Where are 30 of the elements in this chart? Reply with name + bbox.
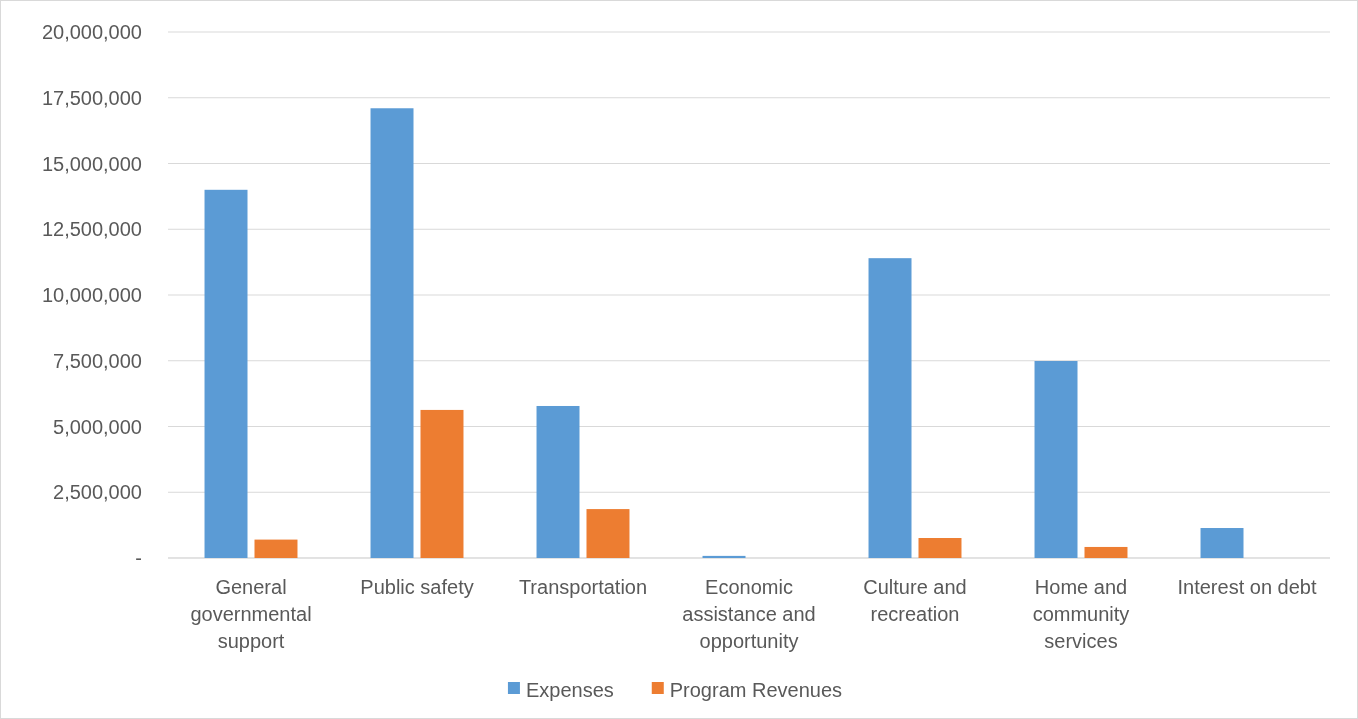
y-tick-label: 15,000,000 — [41, 152, 142, 175]
y-tick-label: 5,000,000 — [53, 415, 142, 438]
bar — [586, 509, 630, 558]
bar — [702, 555, 746, 558]
bar — [370, 108, 414, 558]
x-tick-label: Transportation — [518, 576, 648, 598]
y-tick-label: 7,500,000 — [53, 349, 142, 372]
y-tick-label: 2,500,000 — [53, 481, 142, 504]
bar — [254, 539, 298, 558]
x-tick-label: Economic assistance and opportunity — [682, 576, 816, 652]
legend-label: Expenses — [525, 679, 614, 701]
bar — [1034, 361, 1078, 558]
y-tick-label: 10,000,000 — [41, 284, 142, 306]
y-tick-label: 17,500,000 — [41, 86, 142, 109]
x-tick-label: General governmental support — [190, 576, 312, 652]
legend-label: Program Revenues — [669, 679, 843, 701]
bar — [918, 538, 962, 558]
y-tick-label: - — [135, 547, 142, 569]
y-tick-label: 20,000,000 — [41, 21, 142, 43]
bar — [1084, 546, 1128, 558]
bar — [1200, 528, 1244, 558]
x-tick-label: Culture and recreation — [863, 576, 967, 625]
x-tick-label: Home and community services — [1032, 576, 1130, 652]
bar — [204, 189, 248, 558]
bar — [868, 258, 912, 558]
x-tick-label: Public safety — [360, 576, 474, 598]
x-tick-label: Interest on debt — [1177, 576, 1317, 598]
bar — [536, 405, 580, 558]
y-tick-label: 12,500,000 — [41, 218, 142, 241]
bar — [420, 409, 464, 558]
